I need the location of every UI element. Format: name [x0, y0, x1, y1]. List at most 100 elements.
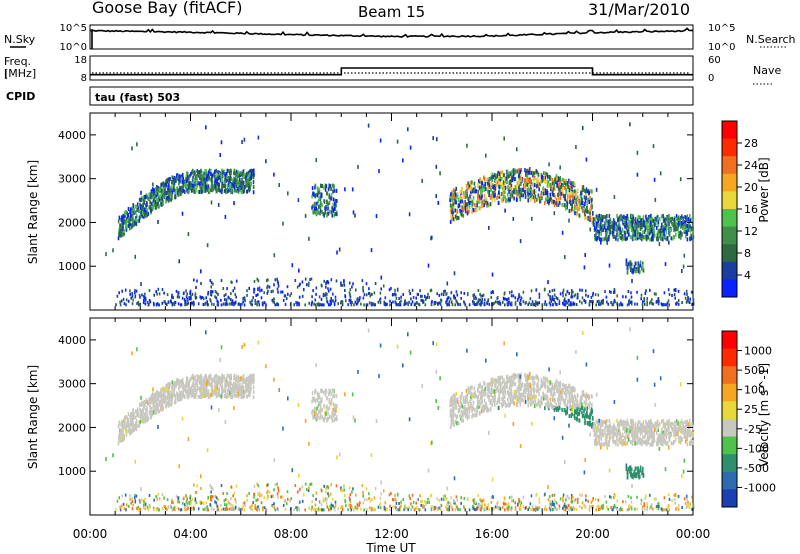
- power-cell: [207, 173, 210, 178]
- power-cell: [563, 180, 566, 185]
- power-cell: [570, 301, 572, 305]
- velocity-cell: [124, 424, 126, 429]
- power-cell: [353, 303, 355, 307]
- power-cell: [622, 221, 625, 226]
- power-cell: [140, 282, 142, 287]
- velocity-cell: [332, 407, 334, 412]
- power-cell: [582, 185, 585, 189]
- power-cell: [600, 220, 602, 224]
- power-cell: [685, 289, 688, 293]
- power-cell: [160, 192, 162, 197]
- power-cell: [510, 301, 513, 305]
- power-cell: [604, 221, 606, 226]
- power-cell: [311, 295, 313, 299]
- power-cell: [187, 190, 189, 195]
- power-cell: [323, 185, 325, 190]
- velocity-cell: [241, 382, 243, 387]
- power-cell: [494, 193, 496, 198]
- noise-right-tick-bottom: 10^0: [708, 42, 735, 53]
- power-cell: [241, 183, 243, 188]
- power-cell: [266, 286, 268, 290]
- power-cell: [217, 292, 219, 296]
- power-cell: [656, 215, 659, 220]
- power-cell: [627, 262, 629, 267]
- velocity-cell: [132, 424, 135, 429]
- power-cell: [555, 173, 558, 178]
- velocity-cell: [324, 415, 326, 420]
- velocity-cell: [146, 418, 149, 423]
- power-cell: [209, 279, 212, 283]
- power-cell: [487, 203, 490, 208]
- power-cell: [585, 157, 588, 162]
- velocity-cell: [573, 388, 575, 393]
- power-cell: [645, 214, 647, 219]
- power-cell: [226, 287, 228, 291]
- power-cell: [544, 188, 546, 193]
- power-cell: [328, 303, 330, 307]
- power-cell: [233, 171, 235, 176]
- power-cell: [509, 302, 512, 306]
- power-cell: [508, 291, 511, 295]
- velocity-cell: [203, 382, 205, 387]
- power-cell: [196, 169, 198, 174]
- power-cell: [235, 295, 237, 299]
- power-cell: [374, 282, 377, 285]
- power-cell: [153, 303, 155, 307]
- power-cell: [482, 204, 484, 209]
- velocity-cell: [234, 385, 237, 390]
- power-cell: [597, 293, 600, 297]
- velocity-cell: [316, 391, 319, 396]
- power-cell: [421, 294, 423, 298]
- velocity-cell: [155, 399, 158, 404]
- power-cell: [653, 292, 656, 296]
- power-cell: [250, 302, 252, 306]
- velocity-cell: [227, 393, 229, 398]
- velocity-cell: [168, 402, 171, 407]
- power-cell: [671, 216, 674, 221]
- power-cell: [630, 302, 633, 306]
- power-cell: [635, 236, 637, 241]
- power-cell: [384, 296, 387, 300]
- power-cell: [449, 219, 452, 224]
- power-cell: [646, 300, 648, 304]
- power-cell: [203, 177, 205, 182]
- power-cell: [520, 167, 522, 172]
- power-cell: [477, 289, 480, 292]
- power-cell: [637, 261, 639, 266]
- power-cell: [133, 291, 136, 295]
- power-cell: [454, 208, 457, 213]
- power-cell: [526, 174, 529, 178]
- power-cell: [349, 301, 352, 304]
- power-cell: [668, 222, 670, 227]
- power-cell: [684, 220, 687, 225]
- power-cell: [677, 302, 680, 306]
- power-cell: [160, 202, 163, 207]
- power-cell: [319, 208, 322, 213]
- power-cell: [415, 296, 417, 300]
- power-cell: [507, 192, 509, 197]
- power-cell: [509, 179, 512, 184]
- power-cell: [327, 187, 330, 192]
- power-cell: [629, 122, 631, 127]
- power-cell: [410, 302, 413, 306]
- power-cell: [618, 232, 620, 237]
- velocity-cell: [160, 390, 163, 395]
- power-cell: [410, 297, 412, 301]
- velocity-cell: [154, 391, 157, 396]
- power-cell: [598, 302, 600, 306]
- power-cell: [466, 211, 469, 216]
- power-cell: [650, 220, 653, 225]
- power-cell: [219, 172, 222, 177]
- power-cell: [561, 230, 564, 235]
- velocity-cell: [165, 404, 167, 409]
- power-cell: [363, 293, 366, 297]
- power-cell: [480, 300, 483, 305]
- power-cell: [176, 186, 178, 191]
- velocity-cell: [133, 413, 135, 418]
- power-cell: [505, 178, 507, 183]
- power-cell: [202, 303, 205, 306]
- power-cell: [631, 237, 634, 242]
- power-cell: [558, 177, 560, 182]
- power-cell: [470, 196, 472, 201]
- power-cell: [571, 290, 574, 294]
